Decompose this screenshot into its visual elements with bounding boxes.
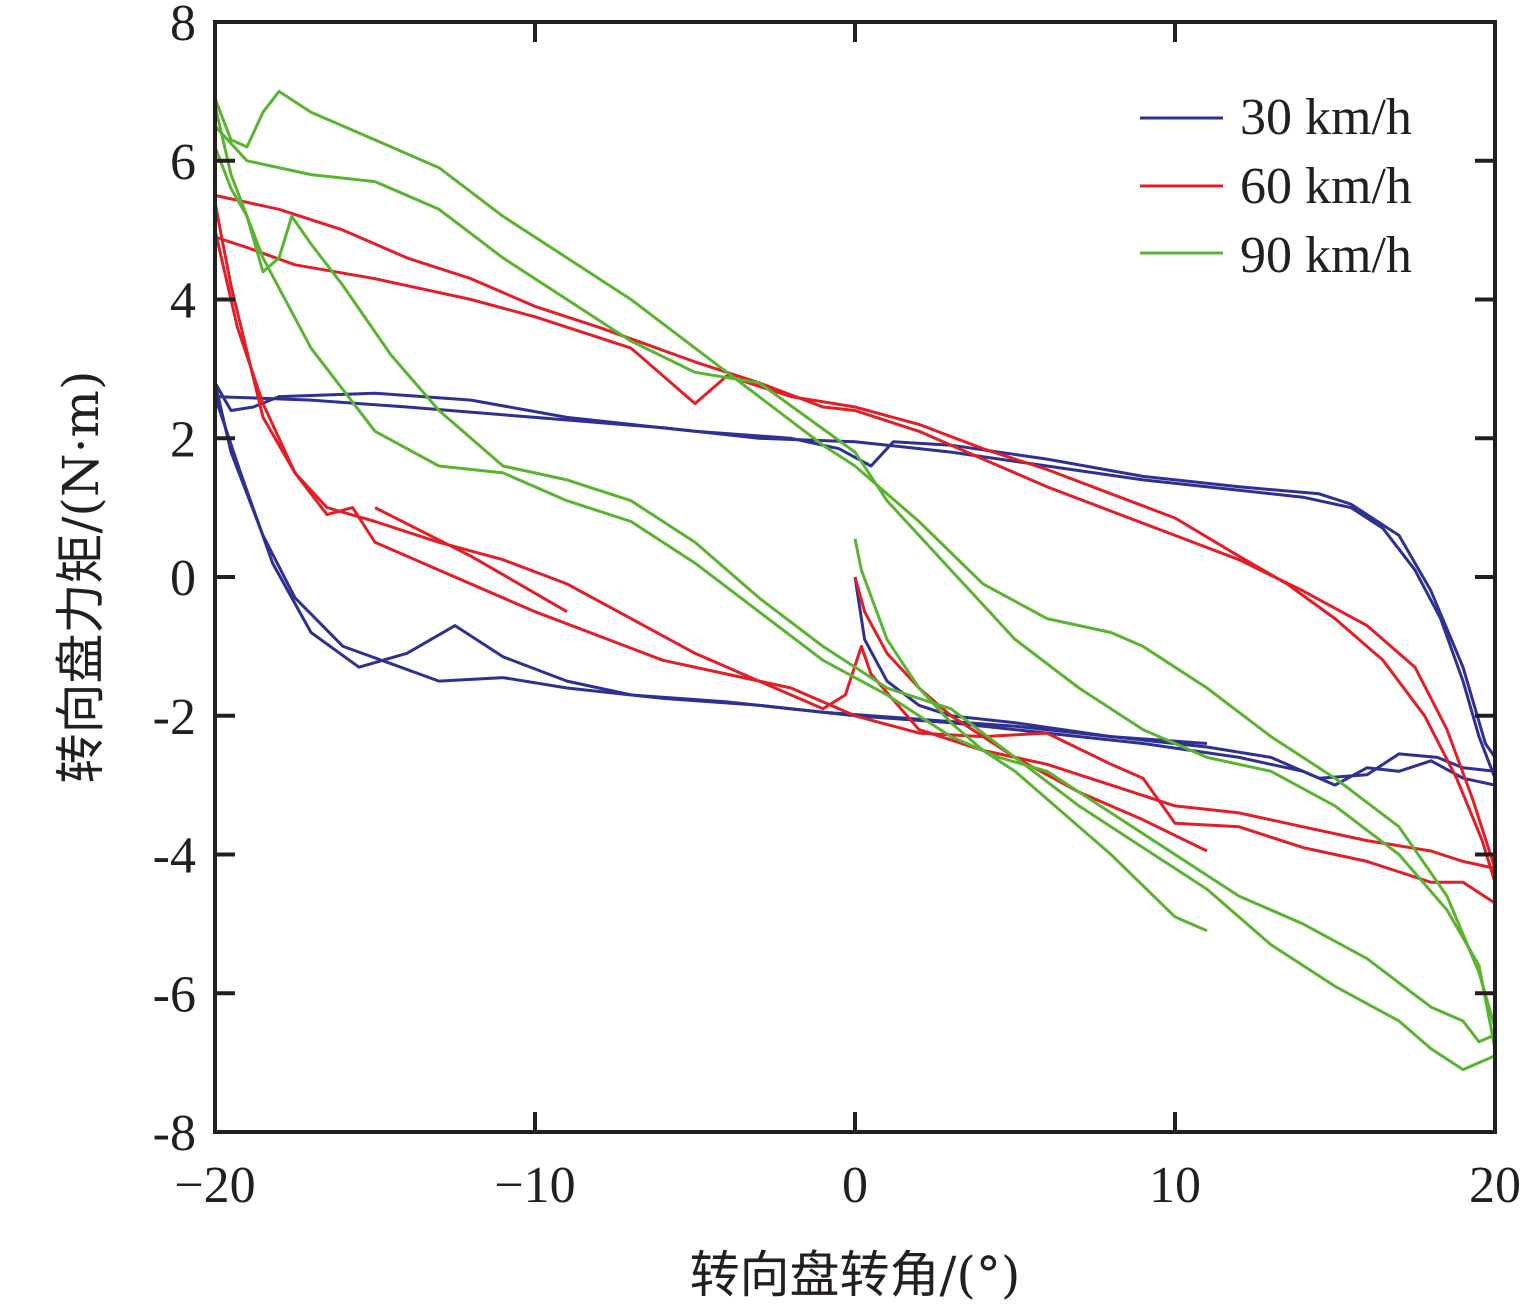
series-line-trace — [213, 202, 1496, 905]
series-line-trace — [214, 193, 1497, 869]
series-line-trace — [213, 89, 1497, 1029]
x-tick-label: −10 — [494, 1157, 575, 1214]
series-line-trace — [213, 229, 1496, 870]
y-axis-title: 转向盘力矩/(N·m) — [52, 371, 110, 784]
series-line-trace — [374, 506, 568, 613]
y-tick-label: -6 — [153, 966, 196, 1023]
series-line-trace — [853, 576, 1208, 853]
series-line-trace — [213, 104, 1496, 1044]
y-tick-label: 4 — [170, 273, 196, 330]
x-axis: −20 −10 0 10 20 — [174, 22, 1521, 1214]
legend: 30 km/h 60 km/h 90 km/h — [1140, 89, 1412, 284]
series-90-km-h — [213, 89, 1497, 1072]
y-tick-label: 2 — [170, 411, 196, 468]
series-30-km-h — [213, 382, 1497, 787]
legend-label-30: 30 km/h — [1240, 89, 1412, 146]
y-tick-label: 0 — [170, 550, 196, 607]
legend-label-60: 60 km/h — [1240, 158, 1412, 215]
series-line-trace — [213, 125, 1497, 1050]
x-tick-label: 20 — [1469, 1157, 1521, 1214]
x-tick-label: 0 — [842, 1157, 868, 1214]
x-axis-title: 转向盘转角/(°) — [690, 1246, 1021, 1304]
series-60-km-h — [213, 193, 1497, 905]
y-tick-label: -8 — [153, 1105, 196, 1162]
series-line-trace — [213, 396, 1496, 780]
series-line-trace — [214, 235, 1497, 883]
y-axis: 8 6 4 2 0 -2 -4 -6 -8 — [153, 0, 1495, 1162]
y-tick-label: -4 — [153, 828, 196, 885]
series-line-trace — [213, 146, 1496, 1072]
series-line-trace — [853, 538, 1208, 933]
y-tick-label: 6 — [170, 134, 196, 191]
y-tick-label: 8 — [170, 0, 196, 52]
curves-layer — [213, 89, 1497, 1072]
x-tick-label: 10 — [1149, 1157, 1201, 1214]
y-tick-label: -2 — [153, 689, 196, 746]
x-tick-label: −20 — [174, 1157, 255, 1214]
series-line-trace — [214, 395, 1497, 779]
series-line-trace — [213, 382, 1497, 759]
legend-label-90: 90 km/h — [1240, 227, 1412, 284]
